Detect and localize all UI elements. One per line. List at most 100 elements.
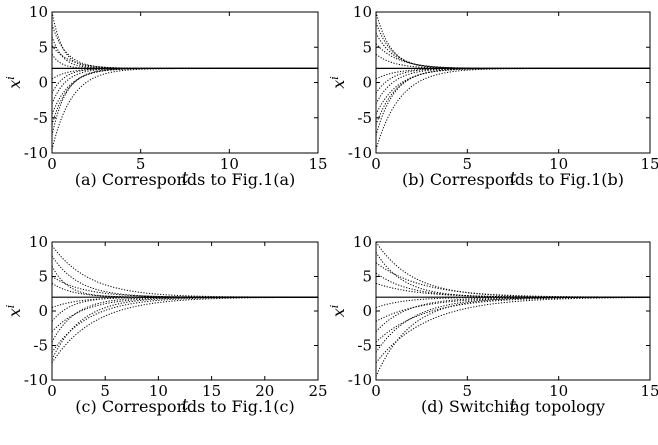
x-axis-label: t — [182, 168, 189, 187]
panel-c: 0 5 10 15 20 25 10 5 0 -5 -10 t xi (c) Corresponds to… — [4, 233, 328, 416]
y-axis-label-superscript: i — [328, 305, 341, 309]
trajectory-line — [51, 296, 319, 353]
trajectory-line — [375, 296, 650, 322]
trajectory-line — [51, 296, 318, 333]
y-tick-label: 0 — [38, 302, 48, 320]
x-tick-label: 5 — [463, 155, 473, 173]
x-tick-label: 0 — [371, 382, 381, 400]
y-axis-label-base: x — [5, 80, 24, 89]
panel-a: 0 5 10 15 10 5 0 -5 -10 t xi (a) Corresponds to Fig… — [4, 3, 328, 189]
trajectory-line — [375, 11, 650, 69]
trajectory-line — [51, 265, 318, 298]
x-tick-label: 15 — [640, 382, 658, 400]
trajectory-line — [51, 296, 318, 343]
trajectory-line — [375, 22, 650, 69]
trajectory-line — [51, 54, 318, 69]
panel-caption: (a) Corresponds to Fig.1(a) — [75, 170, 296, 189]
x-tick-label: 0 — [371, 155, 381, 173]
y-tick-label: 0 — [362, 74, 372, 92]
plot-frame — [51, 11, 319, 154]
y-tick-label: -10 — [24, 371, 48, 389]
y-axis-label-base: x — [329, 308, 348, 317]
trajectory-line — [51, 11, 318, 69]
trajectory-line — [51, 24, 318, 69]
x-tick-label: 10 — [220, 155, 239, 173]
y-tick-label: 0 — [38, 74, 48, 92]
x-axis-label: t — [510, 395, 517, 414]
y-tick-label: -10 — [348, 144, 372, 162]
y-tick-label: 5 — [362, 38, 372, 56]
panel-b: 0 5 10 15 10 5 0 -5 -10 t xi (b) Corresponds to Fig… — [328, 3, 658, 189]
x-tick-label: 5 — [463, 382, 473, 400]
x-tick-label: 5 — [136, 155, 146, 173]
trajectory-line — [375, 67, 650, 104]
panel-caption: (c) Corresponds to Fig.1(c) — [75, 397, 294, 416]
trajectory-line — [51, 67, 318, 94]
y-axis-label: xi — [328, 76, 348, 89]
trajectory-line — [51, 296, 318, 309]
trajectory-line — [375, 67, 650, 136]
trajectory-line — [375, 67, 650, 150]
trajectory-line — [51, 296, 318, 364]
trajectory-line — [375, 67, 650, 125]
y-axis-label: xi — [328, 305, 348, 318]
y-axis-label-base: x — [329, 80, 348, 89]
y-axis-label-superscript: i — [4, 76, 17, 80]
x-tick-label: 20 — [255, 382, 274, 400]
y-axis-label: xi — [4, 76, 24, 89]
x-tick-label: 25 — [308, 382, 327, 400]
trajectory-line — [375, 296, 651, 343]
x-axis-label: t — [510, 168, 517, 187]
panel-caption: (b) Corresponds to Fig.1(b) — [402, 170, 624, 189]
y-tick-label: 5 — [38, 268, 48, 286]
y-tick-label: 10 — [29, 3, 48, 21]
trajectory-line — [51, 245, 318, 298]
y-tick-label: -10 — [24, 144, 48, 162]
trajectory-line — [375, 53, 650, 69]
x-tick-label: 10 — [149, 382, 168, 400]
trajectory-line — [375, 32, 650, 69]
panel-caption: (d) Switching topology — [421, 397, 605, 416]
y-tick-label: 5 — [362, 268, 372, 286]
panel-d: 0 5 10 15 10 5 0 -5 -10 t xi (d) Switching topology — [328, 233, 658, 416]
y-axis-label-superscript: i — [328, 76, 341, 80]
y-axis-label-superscript: i — [4, 305, 17, 309]
trajectory-line — [51, 45, 318, 69]
y-tick-label: 10 — [353, 233, 372, 251]
plot-frame — [375, 11, 651, 154]
trajectory-line — [375, 241, 650, 298]
trajectory-line — [51, 67, 318, 150]
y-tick-label: -5 — [33, 109, 48, 127]
trajectory-line — [375, 262, 650, 298]
x-tick-label: 15 — [308, 155, 327, 173]
y-tick-label: -10 — [348, 371, 372, 389]
trajectory-line — [375, 296, 650, 333]
trajectory-line — [51, 296, 318, 322]
y-tick-label: 10 — [353, 3, 372, 21]
y-tick-label: -5 — [33, 337, 48, 355]
y-tick-label: 0 — [362, 302, 372, 320]
plot-frame — [375, 241, 651, 381]
y-axis-label-base: x — [5, 308, 24, 317]
y-tick-label: 5 — [38, 38, 48, 56]
trajectory-line — [375, 296, 650, 353]
plot-frame — [51, 241, 319, 381]
x-tick-label: 10 — [549, 382, 568, 400]
x-tick-label: 15 — [202, 382, 221, 400]
trajectory-line — [375, 272, 650, 298]
x-tick-label: 0 — [47, 382, 57, 400]
x-axis-label: t — [182, 395, 189, 414]
trajectory-line — [375, 297, 651, 364]
trajectory-line — [375, 296, 650, 377]
trajectory-line — [51, 36, 318, 69]
y-tick-label: -5 — [357, 109, 372, 127]
trajectory-line — [51, 67, 318, 136]
x-tick-label: 0 — [47, 155, 57, 173]
trajectory-line — [51, 67, 318, 115]
trajectory-line — [51, 296, 318, 360]
x-tick-label: 5 — [100, 382, 110, 400]
trajectory-line — [51, 276, 319, 298]
y-axis-label: xi — [4, 305, 24, 318]
trajectory-line — [51, 67, 318, 104]
